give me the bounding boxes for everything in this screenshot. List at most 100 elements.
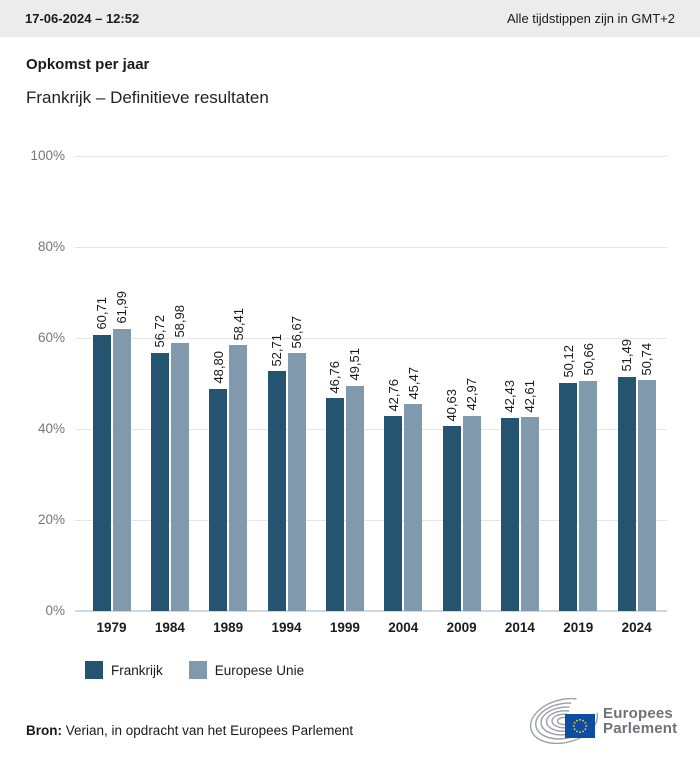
legend-item-europese-unie: Europese Unie xyxy=(188,661,305,679)
bar-value-label-europese-unie-1979: 61,99 xyxy=(113,291,131,324)
bar-europese-unie-2024[interactable] xyxy=(637,380,656,611)
bar-value-text: 58,98 xyxy=(172,305,188,338)
european-parliament-hemicycle-icon xyxy=(529,698,598,744)
datetime-label: 17-06-2024 – 12:52 xyxy=(25,11,140,26)
bar-frankrijk-1989[interactable] xyxy=(209,388,228,611)
bar-frankrijk-2019[interactable] xyxy=(559,382,578,611)
gridline-100 xyxy=(75,156,667,157)
x-axis-label-2014: 2014 xyxy=(504,620,535,635)
source-line: Bron: Verian, in opdracht van het Europe… xyxy=(26,723,353,738)
legend-swatch-europese-unie xyxy=(188,661,207,679)
bar-value-text: 56,67 xyxy=(289,315,305,349)
bar-value-label-europese-unie-2019: 50,66 xyxy=(579,343,597,376)
bar-value-text: 42,61 xyxy=(522,379,538,413)
x-axis-line xyxy=(75,610,667,612)
bar-value-text: 42,97 xyxy=(464,377,480,411)
y-axis-tick-label: 0% xyxy=(45,603,65,618)
bar-value-label-europese-unie-1984: 58,98 xyxy=(171,305,189,338)
bar-value-text: 56,72 xyxy=(152,315,168,348)
bar-value-text: 48,80 xyxy=(210,351,226,384)
bar-value-label-europese-unie-1994: 56,67 xyxy=(288,316,306,349)
european-parliament-logo: Europees Parlement xyxy=(528,698,677,744)
bar-frankrijk-2009[interactable] xyxy=(442,426,461,611)
bar-value-text: 50,66 xyxy=(580,342,596,376)
y-axis-tick-label: 60% xyxy=(37,330,65,345)
bar-europese-unie-1984[interactable] xyxy=(170,342,189,611)
bar-frankrijk-1984[interactable] xyxy=(150,352,169,611)
page-title: Opkomst per jaar xyxy=(26,56,150,73)
bar-value-label-frankrijk-2024: 51,49 xyxy=(618,339,636,372)
bar-value-text: 42,43 xyxy=(502,380,518,413)
bar-europese-unie-2004[interactable] xyxy=(404,404,423,611)
gridline-40 xyxy=(75,429,667,430)
bar-frankrijk-2024[interactable] xyxy=(617,376,636,611)
bar-frankrijk-2004[interactable] xyxy=(384,416,403,611)
timezone-note: Alle tijdstippen zijn in GMT+2 xyxy=(507,11,675,26)
bar-value-text: 58,41 xyxy=(230,307,246,341)
top-bar: 17-06-2024 – 12:52 Alle tijdstippen zijn… xyxy=(0,0,700,37)
bar-value-text: 45,47 xyxy=(405,366,421,400)
eu-flag-stars xyxy=(572,718,588,734)
bar-value-text: 40,63 xyxy=(444,388,460,422)
x-axis-label-2024: 2024 xyxy=(621,620,652,635)
x-axis-label-1984: 1984 xyxy=(154,620,185,635)
bar-value-label-frankrijk-2014: 42,43 xyxy=(501,380,519,413)
bar-europese-unie-2009[interactable] xyxy=(462,415,481,611)
x-axis-label-1999: 1999 xyxy=(329,620,360,635)
bar-value-label-frankrijk-1994: 52,71 xyxy=(268,334,286,367)
bar-value-text: 52,71 xyxy=(269,333,285,367)
bar-frankrijk-2014[interactable] xyxy=(500,417,519,611)
gridline-60 xyxy=(75,338,667,339)
bar-value-label-frankrijk-1999: 46,76 xyxy=(326,361,344,394)
bar-europese-unie-1979[interactable] xyxy=(112,328,131,611)
legend-label: Frankrijk xyxy=(111,662,163,678)
bar-value-label-europese-unie-1999: 49,51 xyxy=(346,348,364,381)
bar-value-label-frankrijk-2004: 42,76 xyxy=(384,379,402,412)
chart-legend: Frankrijk Europese Unie xyxy=(85,661,304,679)
logo-text-line1: Europees xyxy=(603,705,673,722)
bar-europese-unie-2014[interactable] xyxy=(520,417,539,611)
bar-value-text: 51,49 xyxy=(619,339,635,372)
bar-europese-unie-1994[interactable] xyxy=(287,353,306,611)
bar-value-label-europese-unie-2009: 42,97 xyxy=(463,378,481,411)
bar-value-label-europese-unie-2004: 45,47 xyxy=(404,367,422,400)
x-axis-label-2004: 2004 xyxy=(388,620,419,635)
logo-text-line2: Parlement xyxy=(603,720,678,737)
bar-value-text: 60,71 xyxy=(94,297,109,330)
x-axis-label-1989: 1989 xyxy=(213,620,244,635)
source-text: Verian, in opdracht van het Europees Par… xyxy=(62,723,354,738)
y-axis-tick-label: 20% xyxy=(37,512,65,527)
source-label: Bron: xyxy=(26,723,62,738)
x-axis-label-2019: 2019 xyxy=(563,620,594,635)
bar-europese-unie-2019[interactable] xyxy=(579,380,598,611)
bar-value-text: 61,99 xyxy=(114,291,129,324)
bar-value-label-frankrijk-2019: 50,12 xyxy=(559,345,577,378)
chart-subtitle: Frankrijk – Definitieve resultaten xyxy=(26,88,269,107)
eu-flag-icon xyxy=(565,714,595,738)
bar-value-label-frankrijk-1989: 48,80 xyxy=(209,351,227,384)
bar-value-text: 46,76 xyxy=(327,360,343,394)
bar-europese-unie-1999[interactable] xyxy=(345,385,364,611)
bar-frankrijk-1994[interactable] xyxy=(267,371,286,611)
bar-value-label-frankrijk-1979: 60,71 xyxy=(93,297,111,330)
bar-frankrijk-1999[interactable] xyxy=(325,398,344,611)
bar-value-label-frankrijk-1984: 56,72 xyxy=(151,315,169,348)
bar-value-label-europese-unie-2024: 50,74 xyxy=(638,343,656,376)
bar-value-label-europese-unie-1989: 58,41 xyxy=(229,308,247,341)
y-axis-tick-label: 80% xyxy=(37,239,65,254)
logo-text: Europees Parlement xyxy=(603,706,677,736)
bar-value-text: 50,12 xyxy=(560,345,576,378)
bar-value-text: 50,74 xyxy=(639,342,655,376)
bar-europese-unie-1989[interactable] xyxy=(229,345,248,611)
plot-area: 0% 20% 40% 60% 80% 100% 60,71 61,99 1979 56,72 58,… xyxy=(30,148,667,635)
y-axis-tick-label: 100% xyxy=(30,148,65,163)
bar-value-label-frankrijk-2009: 40,63 xyxy=(443,389,461,422)
gridline-80 xyxy=(75,247,667,248)
x-axis-label-1979: 1979 xyxy=(96,620,127,635)
x-axis-label-2009: 2009 xyxy=(446,620,477,635)
bar-frankrijk-1979[interactable] xyxy=(92,334,111,611)
y-axis-tick-label: 40% xyxy=(37,421,65,436)
x-axis-label-1994: 1994 xyxy=(271,620,302,635)
legend-label: Europese Unie xyxy=(214,662,305,678)
legend-item-frankrijk: Frankrijk xyxy=(85,661,163,679)
